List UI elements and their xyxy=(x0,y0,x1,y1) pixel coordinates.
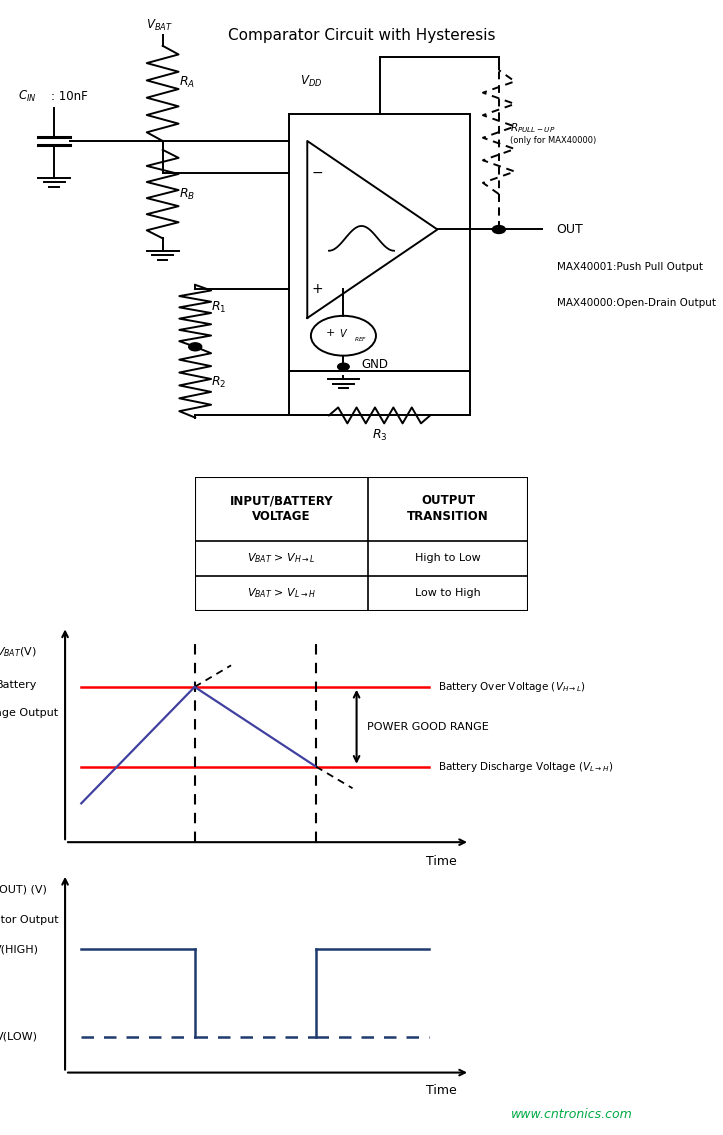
Text: Voltage Output: Voltage Output xyxy=(0,708,59,717)
Text: $V_{BAT}$(V): $V_{BAT}$(V) xyxy=(0,646,37,659)
Text: $R_2$: $R_2$ xyxy=(211,375,226,389)
Text: High to Low: High to Low xyxy=(415,554,481,563)
Text: MAX40001:Push Pull Output: MAX40001:Push Pull Output xyxy=(557,262,703,272)
Text: POWER GOOD RANGE: POWER GOOD RANGE xyxy=(367,722,489,732)
Text: $V_{BAT}$ > $V_{L\rightarrow H}$: $V_{BAT}$ > $V_{L\rightarrow H}$ xyxy=(247,587,316,600)
Text: : 10nF: : 10nF xyxy=(51,90,87,103)
Text: $R_{PULL-UP}$: $R_{PULL-UP}$ xyxy=(510,120,555,135)
Text: Battery: Battery xyxy=(0,680,37,690)
Circle shape xyxy=(189,343,202,351)
Text: $V$: $V$ xyxy=(339,327,348,339)
Text: $V_{DD}$: $V_{DD}$ xyxy=(300,74,322,89)
Text: INPUT/BATTERY
VOLTAGE: INPUT/BATTERY VOLTAGE xyxy=(230,495,333,523)
Text: $C_{IN}$: $C_{IN}$ xyxy=(17,90,36,104)
Text: $R_B$: $R_B$ xyxy=(179,186,194,202)
Text: (only for MAX40000): (only for MAX40000) xyxy=(510,136,596,145)
Circle shape xyxy=(492,226,505,234)
Text: $R_3$: $R_3$ xyxy=(372,428,388,443)
Text: $+$: $+$ xyxy=(325,327,335,338)
Text: Battery Discharge Voltage ($V_{L\rightarrow H}$): Battery Discharge Voltage ($V_{L\rightar… xyxy=(437,759,612,774)
Text: Monitor Output: Monitor Output xyxy=(0,915,59,925)
Bar xyxy=(289,115,470,371)
Text: Time: Time xyxy=(427,855,457,868)
Circle shape xyxy=(338,363,349,370)
Text: GND: GND xyxy=(362,358,388,371)
Text: V(LOW): V(LOW) xyxy=(0,1032,38,1042)
Text: $V_{BAT}$: $V_{BAT}$ xyxy=(145,18,173,33)
Text: OUTPUT
TRANSITION: OUTPUT TRANSITION xyxy=(407,495,489,523)
Text: $+$: $+$ xyxy=(311,283,322,296)
Text: Low to High: Low to High xyxy=(415,588,481,598)
Text: V(OUT) (V): V(OUT) (V) xyxy=(0,885,46,894)
Text: OUT: OUT xyxy=(557,222,583,236)
Text: $-$: $-$ xyxy=(311,165,322,179)
Text: www.cntronics.com: www.cntronics.com xyxy=(511,1109,633,1121)
Text: MAX40000:Open-Drain Output: MAX40000:Open-Drain Output xyxy=(557,297,716,308)
Text: Time: Time xyxy=(427,1084,457,1096)
Text: $R_A$: $R_A$ xyxy=(179,75,194,90)
Text: $V_{BAT}$ > $V_{H\rightarrow L}$: $V_{BAT}$ > $V_{H\rightarrow L}$ xyxy=(247,552,316,565)
Text: Comparator Circuit with Hysteresis: Comparator Circuit with Hysteresis xyxy=(228,28,495,43)
Text: $R_1$: $R_1$ xyxy=(211,300,226,314)
Text: V(HIGH): V(HIGH) xyxy=(0,944,39,955)
Text: Battery Over Voltage ($V_{H\rightarrow L}$): Battery Over Voltage ($V_{H\rightarrow L… xyxy=(437,680,586,693)
Text: $_{REF}$: $_{REF}$ xyxy=(354,335,367,344)
